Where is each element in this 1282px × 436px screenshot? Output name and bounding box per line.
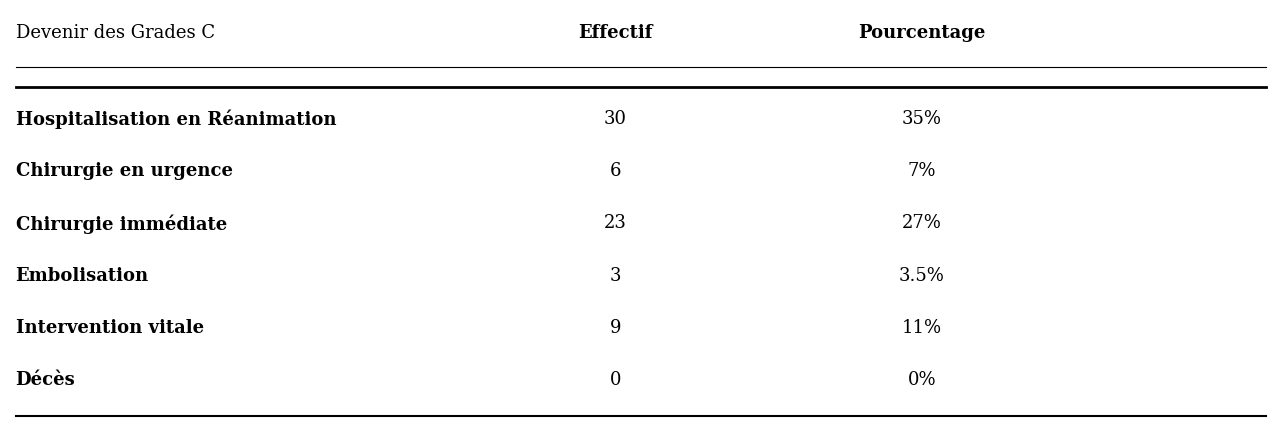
Text: Hospitalisation en Réanimation: Hospitalisation en Réanimation bbox=[15, 109, 336, 129]
Text: Pourcentage: Pourcentage bbox=[858, 24, 986, 42]
Text: 9: 9 bbox=[610, 319, 622, 337]
Text: 7%: 7% bbox=[908, 162, 936, 180]
Text: 35%: 35% bbox=[901, 109, 942, 128]
Text: 6: 6 bbox=[610, 162, 622, 180]
Text: Devenir des Grades C: Devenir des Grades C bbox=[15, 24, 214, 42]
Text: Chirurgie immédiate: Chirurgie immédiate bbox=[15, 215, 227, 234]
Text: 30: 30 bbox=[604, 109, 627, 128]
Text: Décès: Décès bbox=[15, 371, 76, 389]
Text: 0%: 0% bbox=[908, 371, 936, 389]
Text: 11%: 11% bbox=[901, 319, 942, 337]
Text: 3.5%: 3.5% bbox=[899, 267, 945, 285]
Text: 0: 0 bbox=[610, 371, 622, 389]
Text: 23: 23 bbox=[604, 215, 627, 232]
Text: Effectif: Effectif bbox=[578, 24, 653, 42]
Text: 3: 3 bbox=[610, 267, 622, 285]
Text: Chirurgie en urgence: Chirurgie en urgence bbox=[15, 162, 232, 180]
Text: Embolisation: Embolisation bbox=[15, 267, 149, 285]
Text: Intervention vitale: Intervention vitale bbox=[15, 319, 204, 337]
Text: 27%: 27% bbox=[901, 215, 942, 232]
